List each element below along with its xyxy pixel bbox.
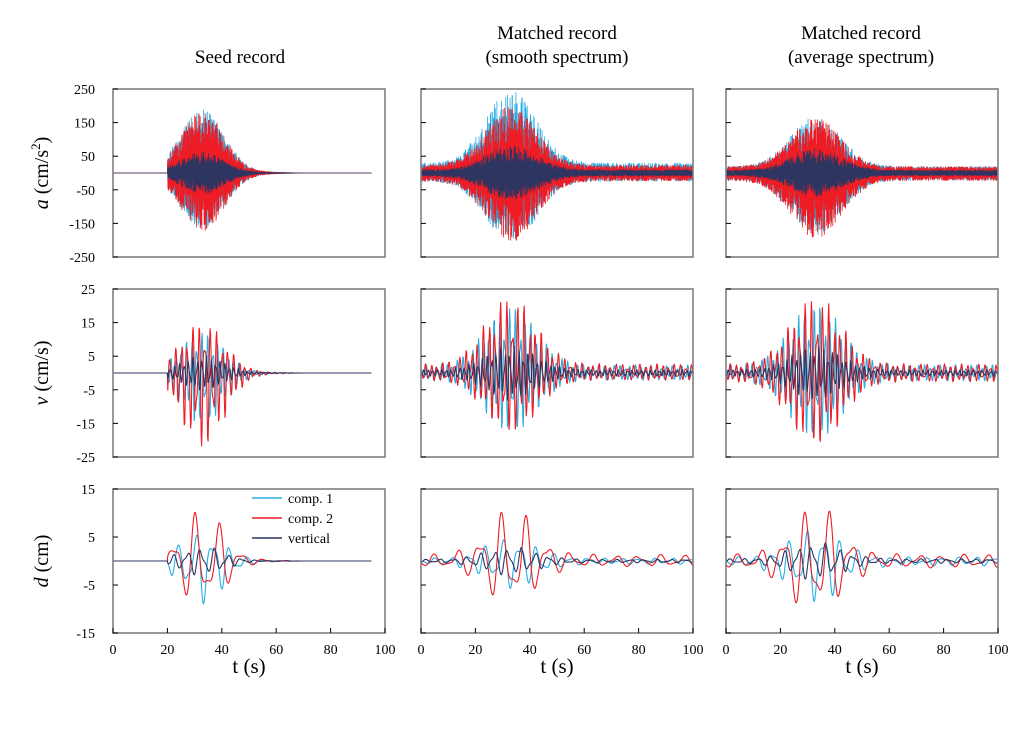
series-line-vertical — [421, 547, 693, 576]
panel-frame — [420, 88, 694, 258]
y-axis-label-superscript: 2 — [28, 143, 43, 150]
y-axis-label-symbol: d — [31, 572, 53, 587]
y-tick-label: 5 — [88, 531, 95, 546]
x-tick-label: 0 — [110, 643, 117, 658]
y-axis-label-close: ) — [31, 137, 53, 144]
x-tick-label: 40 — [215, 643, 229, 658]
y-tick-label: 15 — [81, 483, 95, 498]
legend-label-1: comp. 2 — [288, 512, 333, 527]
series-line-vertical — [113, 151, 372, 195]
y-tick-label: 150 — [74, 117, 95, 132]
panel-frame — [725, 288, 999, 458]
series-line-vertical — [113, 547, 372, 576]
legend-label-0: comp. 1 — [288, 492, 333, 507]
y-axis-label: a (cm/s2) — [28, 137, 53, 210]
y-tick-label: 50 — [81, 150, 95, 165]
y-tick-label: -250 — [69, 251, 95, 266]
y-tick-label: -5 — [83, 384, 95, 399]
y-axis-label: d (cm) — [31, 535, 53, 588]
x-tick-label: 0 — [418, 643, 425, 658]
y-tick-label: 5 — [88, 350, 95, 365]
column-title-average: Matched record (average spectrum) — [711, 22, 1011, 70]
y-axis-label-symbol: v — [31, 392, 53, 406]
panel-frame — [725, 488, 999, 634]
column-title-line: (smooth spectrum) — [485, 47, 629, 68]
x-tick-label: 40 — [523, 643, 537, 658]
x-tick-label: 60 — [577, 643, 591, 658]
column-title-seed: Seed record — [90, 46, 390, 70]
series-line-comp2 — [113, 326, 372, 447]
x-axis-label: t (s) — [845, 654, 878, 678]
x-tick-label: 60 — [269, 643, 283, 658]
series-line-comp2 — [421, 301, 693, 430]
panel-series-group — [421, 92, 693, 241]
series-line-vertical — [726, 346, 998, 399]
panel-frame — [420, 288, 694, 458]
panel-frame — [112, 88, 386, 258]
series-line-vertical — [726, 148, 998, 198]
series-line-comp2 — [421, 511, 693, 596]
panel-frame — [112, 488, 386, 634]
column-title-line: Matched record — [497, 23, 617, 44]
y-tick-label: -150 — [69, 217, 95, 232]
y-axis-label-unit: (cm) — [31, 535, 53, 573]
y-tick-label: 25 — [81, 283, 95, 298]
x-tick-label: 40 — [828, 643, 842, 658]
panel-series-group — [421, 511, 693, 596]
series-line-vertical — [421, 146, 693, 200]
series-line-comp1 — [113, 534, 372, 605]
column-title-line: (average spectrum) — [787, 47, 935, 68]
x-tick-label: 80 — [632, 643, 646, 658]
x-tick-label: 20 — [773, 643, 787, 658]
x-tick-label: 80 — [324, 643, 338, 658]
series-line-comp1 — [113, 332, 372, 422]
x-axis-label: t (s) — [232, 654, 265, 678]
x-tick-label: 100 — [375, 643, 396, 658]
panel-series-group — [726, 510, 998, 604]
panel-series-group — [726, 118, 998, 238]
panel-frame — [725, 88, 999, 258]
x-tick-label: 80 — [937, 643, 951, 658]
series-line-comp2 — [726, 301, 998, 443]
legend-label-2: vertical — [288, 532, 330, 547]
x-tick-label: 20 — [468, 643, 482, 658]
x-tick-label: 60 — [882, 643, 896, 658]
column-title-line: Matched record — [801, 23, 921, 44]
panel-series-group — [113, 511, 372, 605]
series-line-comp2 — [726, 510, 998, 604]
y-axis-label: v (cm/s) — [31, 341, 53, 406]
y-tick-label: -15 — [76, 627, 95, 642]
y-tick-label: -15 — [76, 417, 95, 432]
panel-series-group — [421, 301, 693, 430]
y-axis-label-unit: (cm/s) — [31, 341, 53, 392]
x-tick-label: 100 — [683, 643, 704, 658]
series-line-vertical — [113, 355, 372, 391]
panel-series-group — [113, 326, 372, 447]
column-title-smooth: Matched record (smooth spectrum) — [407, 22, 707, 70]
panel-frame — [112, 288, 386, 458]
x-axis-label: t (s) — [540, 654, 573, 678]
y-tick-label: -50 — [76, 184, 95, 199]
y-tick-label: 250 — [74, 83, 95, 98]
panel-series-group — [113, 109, 372, 231]
y-axis-label-unit: (cm/s — [31, 150, 53, 195]
panel-frame — [420, 488, 694, 634]
x-tick-label: 0 — [723, 643, 730, 658]
column-title-line: Seed record — [194, 47, 286, 68]
x-tick-label: 20 — [160, 643, 174, 658]
series-line-vertical — [421, 346, 693, 401]
y-tick-label: -5 — [83, 579, 95, 594]
panel-series-group — [726, 301, 998, 443]
series-line-comp1 — [421, 539, 693, 589]
y-axis-label-symbol: a — [31, 194, 53, 209]
y-tick-label: -25 — [76, 451, 95, 466]
series-line-vertical — [726, 542, 998, 580]
x-tick-label: 100 — [988, 643, 1009, 658]
y-tick-label: 15 — [81, 317, 95, 332]
